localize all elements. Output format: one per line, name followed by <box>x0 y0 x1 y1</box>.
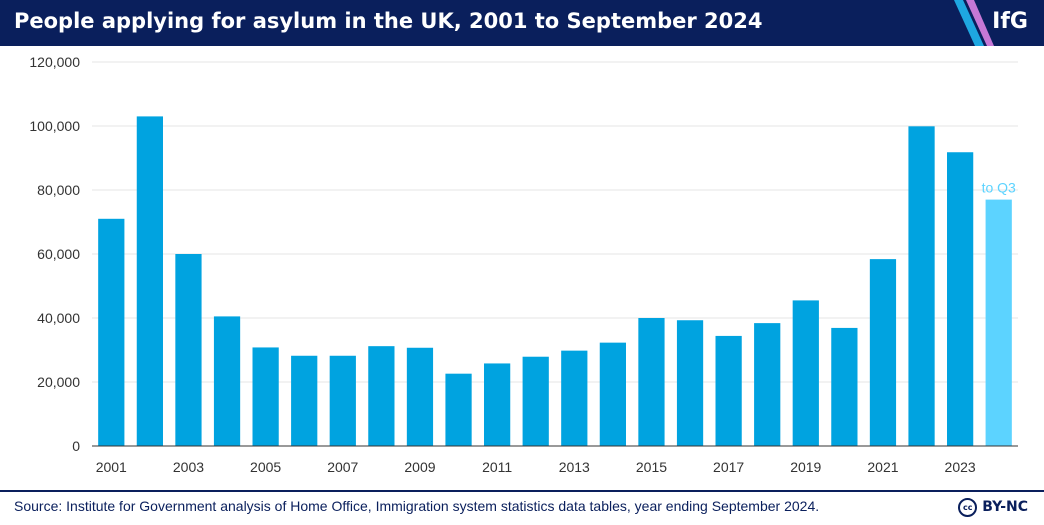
x-tick-label: 2009 <box>404 459 435 475</box>
chart-title: People applying for asylum in the UK, 20… <box>14 9 763 33</box>
bar-2024 <box>985 199 1012 446</box>
bar-2014 <box>599 342 626 446</box>
bar-2020 <box>831 327 858 446</box>
x-tick-label: 2021 <box>867 459 898 475</box>
y-tick-label: 100,000 <box>29 118 80 134</box>
source-note: Source: Institute for Government analysi… <box>14 498 820 514</box>
x-tick-label: 2003 <box>173 459 204 475</box>
x-tick-label: 2015 <box>636 459 667 475</box>
bar-2006 <box>291 355 318 446</box>
bar-2021 <box>869 259 897 446</box>
license-text: BY-NC <box>982 499 1028 515</box>
bar-2018 <box>754 323 781 446</box>
bar-2003 <box>175 254 202 446</box>
bar-2010 <box>445 373 472 446</box>
ifg-logo: IfG <box>992 9 1028 34</box>
chart-header: People applying for asylum in the UK, 20… <box>0 0 1044 46</box>
ifg-logo-stripes-icon <box>954 0 994 46</box>
annotation-to-q3: to Q3 <box>982 180 1016 196</box>
bar-2023 <box>947 152 974 446</box>
y-tick-label: 20,000 <box>37 374 80 390</box>
y-tick-label: 60,000 <box>37 246 80 262</box>
bar-2001 <box>98 218 125 446</box>
bar-2016 <box>676 320 704 446</box>
footer-divider <box>0 490 1044 492</box>
x-tick-label: 2005 <box>250 459 281 475</box>
bar-2011 <box>484 363 511 446</box>
x-tick-label: 2013 <box>559 459 590 475</box>
bar-2022 <box>908 126 935 446</box>
bar-2009 <box>406 347 434 446</box>
x-tick-label: 2001 <box>96 459 127 475</box>
x-tick-label: 2019 <box>790 459 821 475</box>
y-tick-label: 40,000 <box>37 310 80 326</box>
creative-commons-icon: cc <box>958 497 978 517</box>
bar-2002 <box>136 116 163 447</box>
x-tick-label: 2017 <box>713 459 744 475</box>
y-tick-label: 120,000 <box>29 54 80 70</box>
bar-2005 <box>252 347 279 446</box>
bar-2017 <box>715 335 742 446</box>
bar-2012 <box>522 356 549 446</box>
x-tick-label: 2011 <box>482 459 512 475</box>
x-tick-label: 2023 <box>945 459 976 475</box>
x-tick-label: 2007 <box>327 459 358 475</box>
y-tick-label: 80,000 <box>37 182 80 198</box>
bar-2013 <box>561 350 588 446</box>
bar-chart: 0 20,000 40,000 60,000 80,000 100,000 120,000 2… <box>29 54 1018 475</box>
license-badge: cc BY-NC <box>958 495 1028 519</box>
bar-2019 <box>792 300 819 446</box>
bar-2008 <box>368 346 395 446</box>
bar-2004 <box>213 316 241 446</box>
bar-2015 <box>638 318 665 446</box>
y-tick-label: 0 <box>72 438 80 454</box>
bar-2007 <box>329 355 356 446</box>
